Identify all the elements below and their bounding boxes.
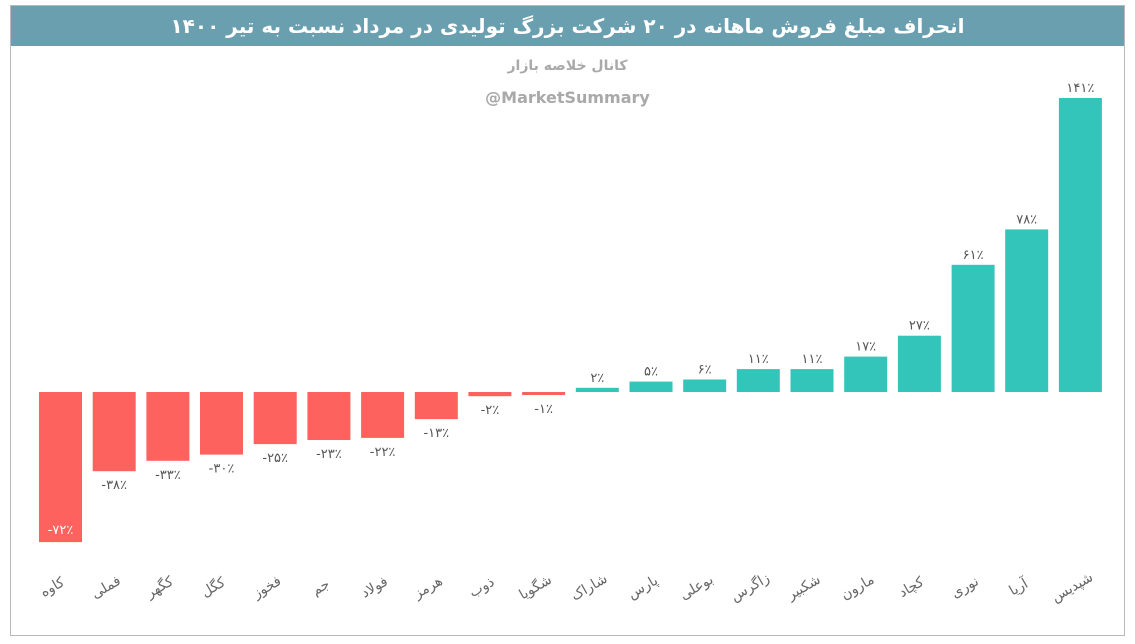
- bar-6: [307, 392, 351, 440]
- category-label-6: جم: [309, 576, 333, 599]
- category-label-4: کگل: [198, 573, 228, 600]
- category-label-1: کاوه: [38, 574, 68, 601]
- category-label-14: زاگرس: [728, 569, 773, 605]
- value-label-12: ۵٪: [644, 365, 658, 380]
- bar-15: [790, 369, 834, 392]
- bar-8: [414, 392, 458, 420]
- category-label-8: هرمز: [410, 573, 445, 603]
- bar-9: [468, 392, 512, 397]
- value-label-10: -۱٪: [534, 402, 553, 417]
- bar-20: [1058, 98, 1102, 392]
- bar-5: [253, 392, 297, 445]
- value-label-8: -۱۳٪: [423, 426, 449, 441]
- category-label-13: بوعلی: [677, 572, 716, 604]
- value-label-3: -۳۳٪: [155, 468, 181, 483]
- bar-19: [1005, 229, 1049, 392]
- bar-4: [200, 392, 243, 455]
- category-label-9: ذوب: [467, 574, 498, 601]
- category-label-2: فملی: [89, 573, 124, 602]
- category-label-7: فولاد: [358, 574, 390, 602]
- value-label-20: ۱۴۱٪: [1066, 81, 1094, 96]
- watermark: @MarketSummary: [485, 88, 650, 107]
- bar-12: [629, 381, 673, 392]
- category-label-17: کچاد: [896, 574, 927, 601]
- value-label-14: ۱۱٪: [748, 352, 769, 367]
- value-label-1: -۷۲٪: [48, 523, 74, 538]
- bar-17: [897, 335, 941, 392]
- value-label-6: -۲۳٪: [316, 447, 342, 462]
- bar-7: [361, 392, 405, 438]
- category-label-3: کگهر: [142, 572, 176, 602]
- category-label-5: فخوز: [249, 573, 284, 602]
- value-label-7: -۲۲٪: [370, 445, 396, 460]
- category-label-19: آریا: [1006, 574, 1032, 599]
- category-label-20: شپدیس: [1049, 569, 1096, 605]
- bar-11: [575, 387, 619, 392]
- value-label-13: ۶٪: [698, 363, 712, 378]
- category-label-18: نوری: [949, 573, 982, 601]
- value-label-18: ۶۱٪: [963, 248, 984, 263]
- category-label-16: مارون: [838, 572, 877, 604]
- bar-10: [522, 392, 566, 395]
- value-label-4: -۳۰٪: [209, 462, 235, 477]
- value-label-11: ۲٪: [590, 371, 604, 386]
- bar-3: [146, 392, 190, 461]
- category-label-15: شکبیر: [784, 572, 824, 604]
- bar-14: [736, 369, 780, 392]
- chart-title: انحراف مبلغ فروش ماهانه در ۲۰ شرکت بزرگ …: [11, 6, 1124, 46]
- category-label-11: شاراک: [568, 571, 610, 604]
- value-label-16: ۱۷٪: [855, 340, 876, 355]
- value-label-5: -۲۵٪: [262, 451, 288, 466]
- value-label-2: -۳۸٪: [101, 478, 127, 493]
- value-label-9: -۲٪: [481, 403, 500, 418]
- bar-16: [844, 356, 888, 392]
- value-label-15: ۱۱٪: [802, 352, 823, 367]
- value-label-17: ۲۷٪: [909, 319, 930, 334]
- chart-subtitle: کانال خلاصه بازار: [507, 58, 628, 74]
- category-label-10: شگویا: [516, 571, 555, 603]
- bar-2: [92, 392, 136, 472]
- bar-1: [39, 392, 82, 543]
- bar-chart: -۷۲٪ کاوه -۳۸٪ فملی -۳۳٪ کگهر -۳۰٪ کگل -۲۵٪ فخوز -…: [38, 81, 1102, 606]
- chart-frame: انحراف مبلغ فروش ماهانه در ۲۰ شرکت بزرگ …: [10, 5, 1125, 636]
- bar-13: [683, 379, 727, 392]
- value-label-19: ۷۸٪: [1016, 212, 1037, 227]
- category-label-12: پارس: [625, 573, 661, 603]
- bar-18: [951, 264, 995, 392]
